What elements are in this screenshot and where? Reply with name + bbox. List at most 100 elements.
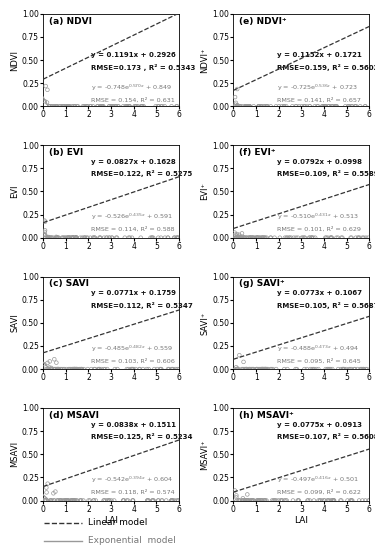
Point	[139, 102, 145, 111]
Point	[323, 233, 329, 242]
Point	[254, 365, 260, 373]
Text: (a) NDVI: (a) NDVI	[49, 16, 92, 25]
Point	[308, 233, 314, 242]
Point	[75, 102, 81, 111]
Point	[155, 233, 161, 242]
Point	[333, 233, 339, 242]
Point	[92, 365, 98, 373]
Point	[304, 102, 310, 111]
Point	[57, 496, 63, 505]
Point	[170, 365, 176, 373]
Point	[106, 233, 112, 242]
Point	[255, 233, 261, 242]
Point	[325, 496, 331, 505]
Point	[150, 496, 156, 505]
Point	[47, 496, 53, 505]
Point	[54, 102, 60, 111]
Point	[127, 102, 133, 111]
Point	[233, 233, 239, 242]
Point	[258, 102, 264, 111]
Point	[255, 233, 261, 242]
Point	[63, 496, 69, 505]
Point	[71, 365, 77, 373]
Point	[54, 365, 60, 373]
Point	[246, 102, 252, 111]
Point	[272, 233, 278, 242]
Point	[72, 233, 78, 242]
X-axis label: LAI: LAI	[294, 516, 308, 525]
Text: RMSE = 0.095, R² = 0.645: RMSE = 0.095, R² = 0.645	[277, 358, 361, 364]
Point	[92, 233, 98, 242]
Point	[98, 102, 104, 111]
Point	[335, 233, 341, 242]
Point	[42, 226, 48, 235]
Point	[64, 102, 70, 111]
Point	[87, 496, 93, 505]
Point	[149, 233, 155, 242]
Point	[106, 496, 112, 505]
Point	[258, 496, 264, 505]
Point	[331, 496, 337, 505]
Point	[70, 233, 76, 242]
Point	[113, 102, 119, 111]
Point	[250, 496, 256, 505]
Point	[76, 365, 82, 373]
Point	[65, 496, 71, 505]
Point	[159, 102, 165, 111]
Point	[115, 102, 121, 111]
Point	[284, 233, 290, 242]
Point	[235, 232, 241, 241]
Point	[138, 102, 144, 111]
Point	[284, 496, 290, 505]
Point	[322, 233, 328, 242]
Point	[69, 365, 75, 373]
Point	[168, 496, 174, 505]
Point	[315, 496, 321, 505]
Y-axis label: EVI: EVI	[10, 185, 19, 198]
Point	[162, 233, 168, 242]
Point	[244, 496, 250, 505]
Point	[265, 365, 271, 373]
Point	[62, 365, 68, 373]
Point	[356, 233, 362, 242]
Point	[88, 365, 94, 373]
Point	[296, 496, 302, 505]
Y-axis label: NDVI: NDVI	[10, 50, 19, 70]
Point	[85, 102, 91, 111]
Point	[60, 102, 66, 111]
Text: y = 0.0775x + 0.0913: y = 0.0775x + 0.0913	[277, 422, 362, 427]
Point	[281, 102, 287, 111]
Point	[290, 102, 296, 111]
Point	[256, 102, 262, 111]
Point	[359, 365, 365, 373]
Point	[46, 102, 52, 111]
Point	[150, 496, 156, 505]
Point	[232, 228, 238, 237]
Point	[278, 496, 284, 505]
Point	[113, 102, 119, 111]
Point	[331, 496, 337, 505]
Point	[259, 496, 265, 505]
Point	[158, 102, 164, 111]
Point	[256, 496, 262, 505]
Point	[71, 365, 77, 373]
Point	[54, 233, 60, 242]
Point	[56, 365, 62, 373]
Y-axis label: NDVI⁺: NDVI⁺	[201, 47, 210, 73]
Text: RMSE = 0.118, R² = 0.574: RMSE = 0.118, R² = 0.574	[91, 490, 174, 495]
Point	[357, 365, 363, 373]
Point	[174, 102, 180, 111]
Point	[144, 496, 150, 505]
Point	[114, 365, 120, 373]
Point	[58, 496, 64, 505]
Point	[338, 496, 344, 505]
Point	[256, 102, 262, 111]
Point	[72, 365, 78, 373]
Point	[99, 102, 105, 111]
Point	[72, 496, 78, 505]
Point	[243, 102, 249, 111]
Point	[86, 496, 92, 505]
Point	[51, 355, 57, 364]
Point	[255, 496, 261, 505]
Point	[45, 233, 51, 242]
